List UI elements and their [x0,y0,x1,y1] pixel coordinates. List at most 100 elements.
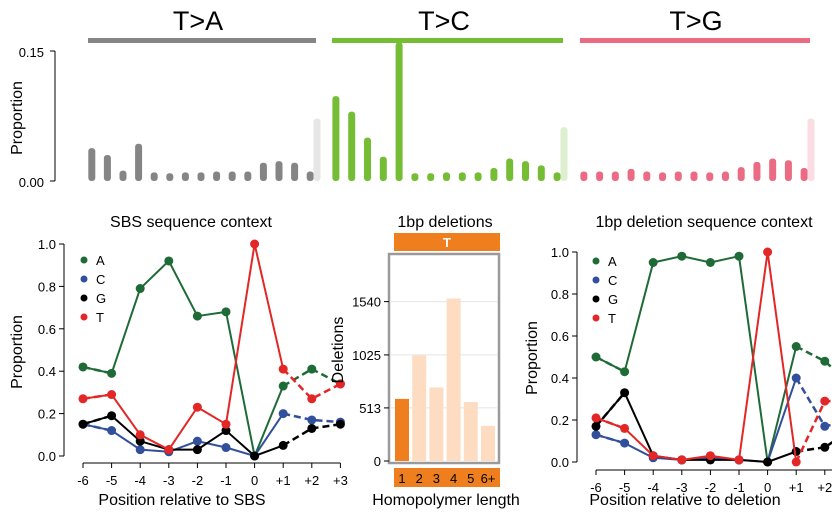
deletions-header-label: T [443,235,451,250]
spectrum-bar [706,172,714,181]
spectrum-extra-bar [313,118,321,181]
sbs-context-line-t-center [225,243,285,425]
deletion-context-point-g [820,442,830,452]
deletion-context-point-t [734,455,744,465]
spectrum-group-title-t-to-g: T>G [669,6,722,36]
sbs-context-line-c-edge [82,422,112,432]
spectrum-bar [458,172,466,181]
deletions-x-strip [394,468,500,487]
spectrum-bar [88,148,96,181]
deletion-context-line-t-edge [595,416,626,430]
deletion-context-y-tick-label: 0.0 [551,455,569,470]
sbs-context-line-a-edge [82,365,112,375]
sbs-context-point-g [192,445,202,455]
spectrum-bar [291,162,299,181]
deletions-y-ticks: 0 513 1025 1540 [352,295,389,469]
deletion-context-legend-label-g: G [608,292,618,307]
spectrum-bar [522,161,529,181]
deletion-context-line-t-center [738,251,798,463]
spectrum-bar [721,171,729,181]
sbs-context-point-a [307,364,317,374]
deletions-y-tick-label: 513 [359,401,381,416]
deletion-context-legend-label-t: T [608,311,616,326]
deletion-context-point-a [677,251,687,261]
sbs-context-title: SBS sequence context [110,214,272,231]
sbs-context-x-tick-label: +3 [333,473,348,488]
deletion-context-point-a [648,258,658,267]
sbs-context-point-a [164,256,174,266]
deletion-context-line-c-edge [595,433,625,445]
sbs-context-point-g [250,451,260,461]
deletion-context-point-c [620,438,630,448]
deletion-context-point-g [763,457,773,467]
spectrum-bar [119,170,127,181]
sbs-context-x-tick-label: 0 [251,473,258,488]
deletion-context-line-a-upstream [595,255,740,374]
spectrum-bar [150,172,158,181]
deletion-context-x-tick-label: -3 [676,480,688,495]
deletions-bars [395,298,495,461]
spectrum-group-band-t-to-c [332,38,563,43]
deletion-context-point-c [820,421,830,431]
spectrum-bar [580,171,588,181]
spectrum-bar [103,155,111,181]
sbs-context-y-label: Proportion [9,315,26,389]
deletions-y-tick-label: 1025 [352,348,381,363]
sbs-context-point-g [135,436,145,446]
spectrum-bar [379,156,387,181]
sbs-context-point-a [78,362,88,372]
sbs-context-point-g [107,411,117,421]
spectrum-bar [213,171,221,181]
sbs-context-legend-label-c: C [96,272,105,287]
deletion-context-point-a [820,356,830,366]
deletion-context-point-a [620,367,630,377]
sbs-context-point-c [135,445,145,455]
sbs-context-point-g [335,419,345,429]
deletion-context-x-tick-label: +2 [817,480,832,495]
spectrum-bar [784,160,792,181]
spectrum-bar [659,172,667,181]
deletion-context-x-label: Position relative to deletion [589,492,780,509]
spectrum-y-label: Proportion [9,81,26,155]
deletion-context-point-t [820,396,830,406]
deletions-grid [391,301,497,409]
deletion-context-legend-marker-g [592,295,600,303]
deletion-context-x-tick-label: 0 [764,480,771,495]
deletions-x-tick-label: 1 [398,471,405,486]
sbs-context-point-t [135,430,145,440]
spectrum-bar [259,162,267,181]
deletion-context-title: 1bp deletion sequence context [595,214,813,231]
deletion-context-legend-marker-t [592,314,600,322]
deletion-context-line-a-center [738,256,798,463]
sbs-context-point-t [278,364,288,374]
deletion-context-line-a-edge [595,355,626,373]
sbs-context-y-tick-label: 0.4 [38,364,56,379]
sbs-context-line-g-edge [82,414,112,426]
sbs-context-point-c [307,415,317,425]
sbs-context-legend-label-t: T [96,310,104,325]
sbs-context-point-g [78,419,88,429]
sbs-context-y-tick-label: 0.2 [38,407,56,422]
spectrum-bar [737,167,745,181]
spectrum-y-tick-bottom: 0.00 [19,175,44,190]
sbs-context-point-c [192,436,202,446]
deletion-context-y-tick-label: 0.8 [551,287,569,302]
deletion-context-legend-label-a: A [608,254,617,269]
spectrum-bar [800,168,808,181]
spectrum-bar [474,172,482,181]
sbs-context-x-tick-label: -1 [220,473,232,488]
spectrum-bar [364,137,371,181]
deletion-context-point-t [791,457,801,467]
deletion-context-point-g [591,421,601,431]
sbs-context-point-a [221,307,231,317]
deletions-y-label: Deletions [330,317,347,384]
deletion-context-y-tick-label: 0.4 [551,371,569,386]
deletions-x-tick-label: 5 [467,471,474,486]
deletions-x-tick-label: 3 [433,471,440,486]
spectrum-bar [443,172,450,181]
sbs-context-line-c-downstream [282,412,341,424]
deletion-context-line-a-downstream [795,345,832,370]
deletion-context-x-tick-label: -5 [619,480,631,495]
sbs-context-x-tick-label: -6 [77,473,89,488]
